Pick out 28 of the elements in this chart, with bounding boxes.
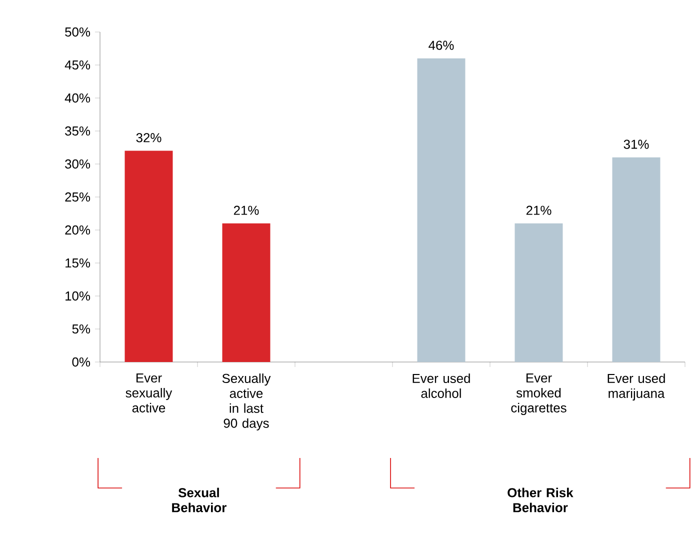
data-label: 46% (428, 40, 454, 50)
x-tick-label: Ever smoked cigarettes (511, 374, 566, 416)
y-tick-label: 15% (66, 258, 90, 268)
y-tick-label: 5% (72, 324, 90, 334)
bar (514, 223, 563, 362)
data-label: 32% (136, 133, 162, 142)
y-tick-label: 50% (65, 27, 90, 37)
y-tick-label: 10% (66, 291, 90, 301)
data-label: 21% (526, 206, 552, 215)
bar (417, 58, 466, 362)
y-tick-label: 0% (72, 357, 90, 367)
y-tick-label: 40% (64, 93, 90, 103)
x-tick-label: Ever used marijuana (608, 374, 665, 401)
x-tick-label: Ever used alcohol (412, 374, 470, 398)
x-tick-label: Ever sexually active (126, 374, 172, 412)
y-tick-label: 20% (65, 225, 90, 235)
text: Sexual Behavior (172, 488, 226, 512)
data-label: 31% (624, 140, 649, 149)
x-tick-label: Sexually active in last 90 days (222, 374, 271, 430)
bar (222, 223, 270, 362)
bar (124, 150, 173, 362)
data-label: 21% (234, 206, 259, 215)
bar (612, 157, 660, 362)
y-tick-label: 45% (64, 60, 90, 70)
text: Other Risk Behavior (508, 488, 574, 512)
y-tick-label: 25% (65, 192, 90, 202)
y-tick-label: 30% (65, 159, 90, 169)
y-tick-label: 35% (65, 126, 90, 136)
